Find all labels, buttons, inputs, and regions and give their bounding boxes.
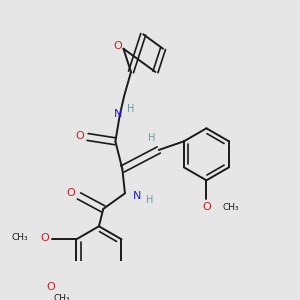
Text: N: N [133,191,141,201]
Text: H: H [146,195,153,205]
Text: O: O [41,232,50,242]
Text: O: O [113,41,122,51]
Text: O: O [46,282,55,292]
Text: O: O [67,188,76,198]
Text: O: O [76,131,84,141]
Text: CH₃: CH₃ [222,203,239,212]
Text: H: H [127,104,135,114]
Text: N: N [114,109,122,118]
Text: O: O [202,202,211,212]
Text: H: H [148,133,155,143]
Text: CH₃: CH₃ [53,294,70,300]
Text: CH₃: CH₃ [11,233,28,242]
